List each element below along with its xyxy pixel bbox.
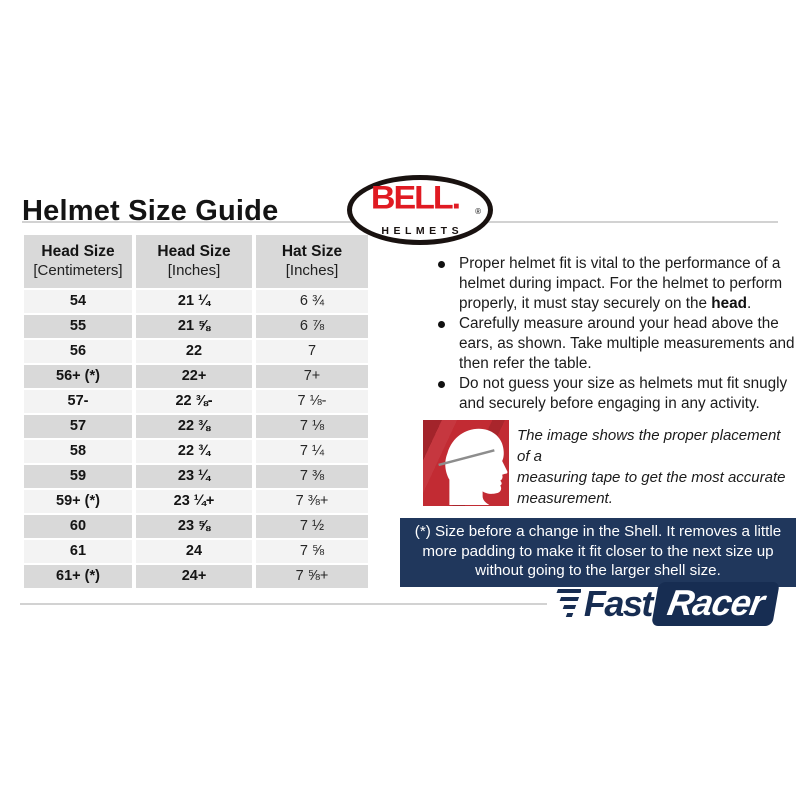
fastracer-racer-text: Racer: [664, 582, 767, 623]
fastracer-logo: Fast Racer: [549, 581, 780, 627]
size-table-header-row: Head Size [Centimeters] Head Size [Inches]…: [24, 235, 368, 288]
table-row: 61+ (*) 24+ 7 ⅝+: [24, 565, 368, 588]
figure-caption: The image shows the proper placement of …: [517, 427, 786, 507]
tip-text: Carefully measure around your head above…: [459, 315, 795, 372]
bullet-icon: [438, 321, 445, 328]
footer-divider: [20, 603, 547, 605]
registered-trademark-icon: ®: [475, 207, 481, 216]
table-row: 56+ (*) 22+ 7+: [24, 365, 368, 388]
bell-helmets-logo: BELL. ® HELMETS: [347, 175, 493, 245]
col-header-hat-size-in: Hat Size [Inches]: [256, 235, 368, 288]
list-item: Do not guess your size as helmets mut fi…: [400, 374, 796, 414]
fastracer-racer-box: Racer: [651, 582, 780, 626]
list-item: Carefully measure around your head above…: [400, 314, 796, 374]
table-row: 59+ (*) 23 ¼+ 7 ⅜+: [24, 490, 368, 513]
measurement-figure-row: The image shows the proper placement of …: [400, 420, 796, 509]
col-header-head-size-cm: Head Size [Centimeters]: [24, 235, 132, 288]
tip-text: Do not guess your size as helmets mut fi…: [459, 375, 788, 412]
page-title: Helmet Size Guide: [22, 195, 279, 228]
fastracer-fast-text: Fast: [583, 583, 654, 624]
fit-tips-panel: Proper helmet fit is vital to the perfor…: [400, 254, 796, 587]
speed-lines-icon: [556, 589, 581, 617]
table-row: 57- 22 ⅜- 7 ⅛-: [24, 390, 368, 413]
bell-wordmark: BELL.: [370, 179, 461, 217]
bell-tagline: HELMETS: [381, 225, 464, 237]
bullet-icon: [438, 381, 445, 388]
size-table: Head Size [Centimeters] Head Size [Inches]…: [20, 233, 372, 590]
bullet-icon: [438, 261, 445, 268]
shell-size-note: (*) Size before a change in the Shell. I…: [400, 518, 796, 587]
head-profile-measuring-tape-icon: [423, 420, 509, 506]
table-row: 56 22 7: [24, 340, 368, 363]
table-row: 61 24 7 ⅝: [24, 540, 368, 563]
footer: Fast Racer: [20, 580, 780, 628]
tip-text: Proper helmet fit is vital to the perfor…: [459, 255, 783, 312]
list-item: Proper helmet fit is vital to the perfor…: [400, 254, 796, 314]
col-header-head-size-in: Head Size [Inches]: [136, 235, 252, 288]
